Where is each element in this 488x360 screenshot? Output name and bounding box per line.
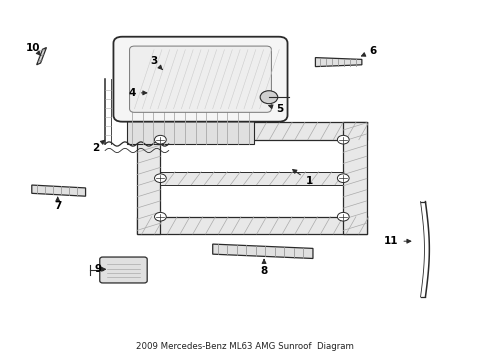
Text: 11: 11 bbox=[383, 236, 410, 246]
Text: 4: 4 bbox=[128, 88, 146, 98]
Circle shape bbox=[337, 135, 348, 144]
Polygon shape bbox=[137, 217, 366, 234]
Text: 6: 6 bbox=[361, 46, 375, 56]
Polygon shape bbox=[137, 122, 160, 234]
Circle shape bbox=[154, 212, 166, 221]
Text: 9: 9 bbox=[94, 264, 105, 274]
Polygon shape bbox=[160, 172, 343, 185]
Polygon shape bbox=[137, 122, 366, 140]
Polygon shape bbox=[343, 122, 366, 234]
Polygon shape bbox=[37, 48, 46, 65]
Text: 10: 10 bbox=[26, 42, 41, 55]
Text: 8: 8 bbox=[260, 260, 267, 276]
FancyBboxPatch shape bbox=[100, 257, 147, 283]
Text: 3: 3 bbox=[150, 56, 162, 69]
Polygon shape bbox=[315, 58, 361, 67]
Text: 5: 5 bbox=[268, 104, 283, 114]
Text: 1: 1 bbox=[292, 170, 312, 186]
Circle shape bbox=[154, 135, 166, 144]
FancyBboxPatch shape bbox=[113, 37, 287, 122]
Circle shape bbox=[154, 174, 166, 183]
FancyBboxPatch shape bbox=[129, 46, 271, 112]
Text: 2009 Mercedes-Benz ML63 AMG Sunroof  Diagram: 2009 Mercedes-Benz ML63 AMG Sunroof Diag… bbox=[135, 342, 353, 351]
Circle shape bbox=[337, 212, 348, 221]
Polygon shape bbox=[127, 108, 254, 144]
Polygon shape bbox=[32, 185, 85, 196]
Circle shape bbox=[337, 174, 348, 183]
Text: 2: 2 bbox=[92, 140, 104, 153]
Polygon shape bbox=[212, 244, 312, 258]
Text: 7: 7 bbox=[54, 197, 61, 211]
Circle shape bbox=[260, 91, 277, 104]
